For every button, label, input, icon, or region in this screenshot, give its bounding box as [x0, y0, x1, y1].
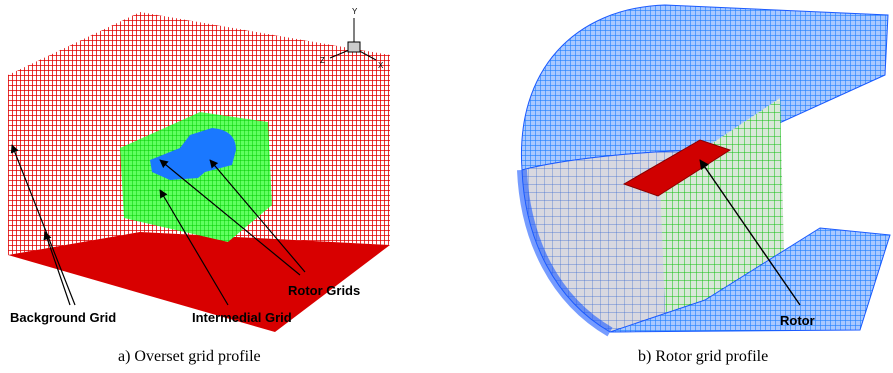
- label: Intermedial Grid: [192, 310, 292, 325]
- panel-a: Y Z X Background Grid Intermedial Grid R…: [8, 7, 390, 365]
- axis-label: Z: [320, 56, 325, 65]
- panel-b: Rotor b) Rotor grid profile: [521, 5, 890, 365]
- figure: Y Z X Background Grid Intermedial Grid R…: [0, 0, 893, 373]
- background-grid-wall: [8, 12, 140, 255]
- axis-label: X: [378, 61, 384, 70]
- caption: a) Overset grid profile: [118, 348, 261, 365]
- label: Rotor Grids: [288, 283, 360, 298]
- caption: b) Rotor grid profile: [638, 348, 768, 365]
- label: Background Grid: [10, 310, 116, 325]
- label: Rotor: [780, 313, 815, 328]
- axis-label: Y: [352, 7, 358, 16]
